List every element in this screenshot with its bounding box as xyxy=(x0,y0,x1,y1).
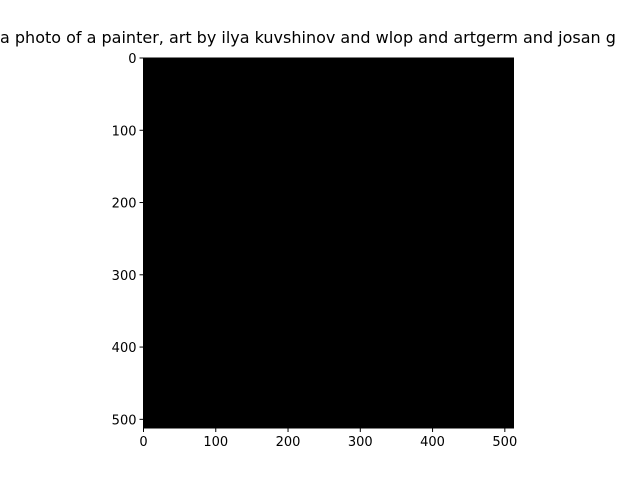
y-tick-label: 200 xyxy=(112,197,137,212)
image-area xyxy=(143,58,514,428)
chart-title: a photo of a painter, art by ilya kuvshi… xyxy=(0,28,616,47)
x-tick-label: 100 xyxy=(203,435,228,450)
y-tick-label: 300 xyxy=(112,269,137,284)
axes-frame xyxy=(143,57,514,429)
x-tick-label: 500 xyxy=(492,435,517,450)
x-tick-label: 300 xyxy=(348,435,373,450)
y-tick-label: 0 xyxy=(128,52,136,67)
x-tick-label: 0 xyxy=(139,435,147,450)
x-tick-label: 200 xyxy=(276,435,301,450)
y-tick-label: 500 xyxy=(112,413,137,428)
y-tick-label: 400 xyxy=(112,341,137,356)
y-tick-label: 100 xyxy=(112,124,137,139)
x-tick-label: 400 xyxy=(420,435,445,450)
